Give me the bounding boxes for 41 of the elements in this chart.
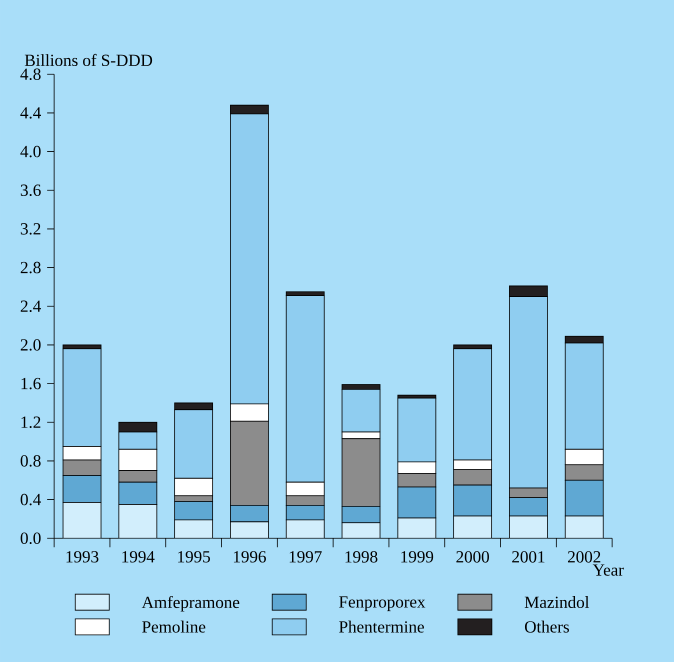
y-tick-label: 3.6 [20, 184, 41, 196]
bar [286, 520, 324, 538]
y-tick-label: 4.4 [20, 107, 41, 119]
bar [342, 522, 380, 538]
legend-label: Others [524, 620, 569, 633]
bar [230, 522, 268, 538]
x-tick-label: 1997 [290, 551, 322, 563]
x-tick-label: 1994 [122, 551, 155, 563]
x-tick-label: 2002 [568, 551, 600, 563]
bar [118, 504, 157, 538]
y-tick-label: 1.6 [22, 378, 41, 390]
x-tick-label: 2000 [456, 551, 489, 563]
legend-label: Amfepramone [142, 596, 240, 612]
bar [63, 502, 102, 538]
x-tick-label: 1996 [234, 551, 266, 563]
legend-label: Mazindol [524, 596, 590, 608]
y-tick-label: 1.2 [22, 416, 40, 428]
bar [398, 518, 436, 538]
y-tick-label: 0.8 [20, 455, 41, 467]
y-tick-label: 2.4 [20, 300, 41, 312]
y-tick-label: 2.0 [20, 339, 41, 351]
x-tick-label: 1995 [178, 551, 210, 563]
bar [454, 516, 492, 538]
x-axis-title: Year [592, 564, 624, 576]
bar [509, 516, 548, 538]
x-tick-label: 1998 [346, 551, 378, 563]
bar [564, 516, 604, 538]
y-tick-label: 0.4 [20, 494, 41, 506]
x-tick-label: 1999 [401, 551, 434, 563]
x-tick-label: 1993 [66, 551, 98, 563]
x-tick-label: 2001 [512, 551, 544, 563]
bar [174, 520, 213, 538]
y-axis-title: Billions of S-DDD [24, 54, 152, 66]
y-tick-label: 4.0 [20, 146, 41, 158]
y-tick-label: 0.0 [20, 532, 41, 544]
legend-label: Fenproporex [339, 596, 426, 612]
legend-label: Pemoline [142, 620, 206, 633]
y-tick-label: 3.2 [20, 223, 40, 235]
y-tick-label: 2.8 [20, 262, 41, 274]
y-tick-label: 4.8 [20, 68, 41, 80]
legend-label: Phentermine [339, 620, 424, 633]
